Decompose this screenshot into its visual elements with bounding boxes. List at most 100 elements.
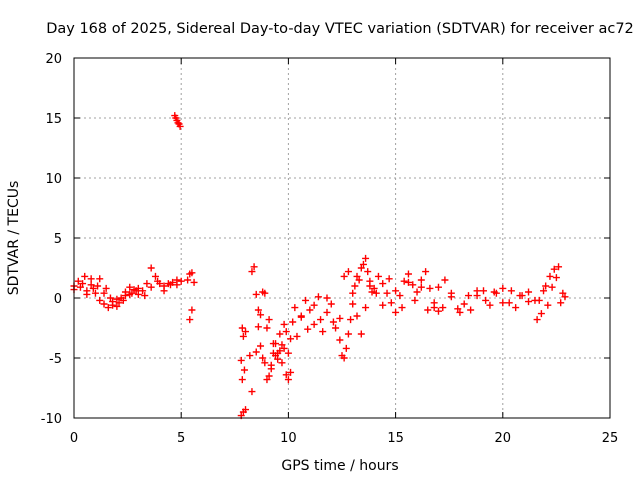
data-point [314, 293, 322, 301]
data-point [366, 277, 374, 285]
data-point [287, 368, 295, 376]
data-point [383, 289, 391, 297]
data-point [237, 356, 245, 364]
data-point [424, 306, 432, 314]
data-point [282, 371, 290, 379]
data-point [174, 119, 182, 127]
data-point [291, 304, 299, 312]
data-point [404, 278, 412, 286]
data-point [119, 296, 127, 304]
data-point [441, 276, 449, 284]
data-point [259, 354, 267, 362]
data-point [342, 344, 350, 352]
data-point [467, 306, 475, 314]
data-point [134, 290, 142, 298]
data-point [550, 265, 558, 273]
data-point [143, 280, 151, 288]
data-point [267, 361, 275, 369]
plot-frame [73, 57, 611, 419]
data-point [512, 304, 520, 312]
data-point [327, 300, 335, 308]
data-point [499, 284, 507, 292]
data-point [473, 287, 481, 295]
data-point [282, 328, 290, 336]
data-point [362, 254, 370, 262]
data-point [344, 268, 352, 276]
x-tick-label: 20 [495, 431, 512, 446]
y-axis-label: SDTVAR / TECUs [6, 181, 22, 296]
data-point [261, 359, 269, 367]
data-point [370, 284, 378, 292]
x-tick-label: 5 [177, 431, 185, 446]
data-point [278, 359, 286, 367]
data-point [552, 274, 560, 282]
data-point [287, 335, 295, 343]
data-point [310, 320, 318, 328]
data-point [434, 307, 442, 315]
data-point [284, 349, 292, 357]
data-point [254, 323, 262, 331]
data-point [265, 316, 273, 324]
data-point [280, 320, 288, 328]
data-point [362, 304, 370, 312]
data-point [166, 281, 174, 289]
data-point [349, 289, 357, 297]
data-point [533, 316, 541, 324]
data-point [317, 316, 325, 324]
data-point [357, 264, 365, 272]
data-point [87, 275, 95, 283]
data-point [257, 342, 265, 350]
data-point [254, 306, 262, 314]
data-point [259, 288, 267, 296]
data-point [278, 341, 286, 349]
data-point [141, 292, 149, 300]
data-point [274, 355, 282, 363]
data-point [126, 290, 134, 298]
data-point [302, 296, 310, 304]
data-point [537, 310, 545, 318]
data-point [160, 287, 168, 295]
data-point [190, 278, 198, 286]
data-point [289, 318, 297, 326]
data-point [83, 290, 91, 298]
x-axis-label: GPS time / hours [281, 458, 398, 474]
data-point [284, 376, 292, 384]
data-point [265, 372, 273, 380]
data-point [173, 276, 181, 284]
data-point [177, 277, 185, 285]
data-point [516, 292, 524, 300]
data-point [351, 282, 359, 290]
data-point [417, 283, 425, 291]
data-point [379, 301, 387, 309]
data-point [413, 288, 421, 296]
data-point [100, 300, 108, 308]
data-point [392, 308, 400, 316]
data-point [323, 294, 331, 302]
data-point [447, 289, 455, 297]
data-point [87, 281, 95, 289]
data-point [454, 305, 462, 313]
data-point [525, 298, 533, 306]
data-point [546, 272, 554, 280]
data-point [269, 340, 277, 348]
data-point [100, 289, 108, 297]
data-point [81, 272, 89, 280]
data-point [79, 280, 87, 288]
data-point [548, 283, 556, 291]
data-point [272, 352, 280, 360]
data-point [336, 336, 344, 344]
data-point [464, 292, 472, 300]
data-point [147, 283, 155, 291]
data-point [456, 308, 464, 316]
data-point [347, 316, 355, 324]
data-point [329, 318, 337, 326]
data-point [113, 302, 121, 310]
data-point [372, 289, 380, 297]
data-point [109, 301, 117, 309]
y-tick-label: -10 [41, 412, 62, 427]
data-point [310, 301, 318, 309]
x-tick-label: 0 [70, 431, 78, 446]
chart-title: Day 168 of 2025, Sidereal Day-to-day VTE… [46, 21, 634, 37]
data-point [323, 308, 331, 316]
data-point [355, 276, 363, 284]
